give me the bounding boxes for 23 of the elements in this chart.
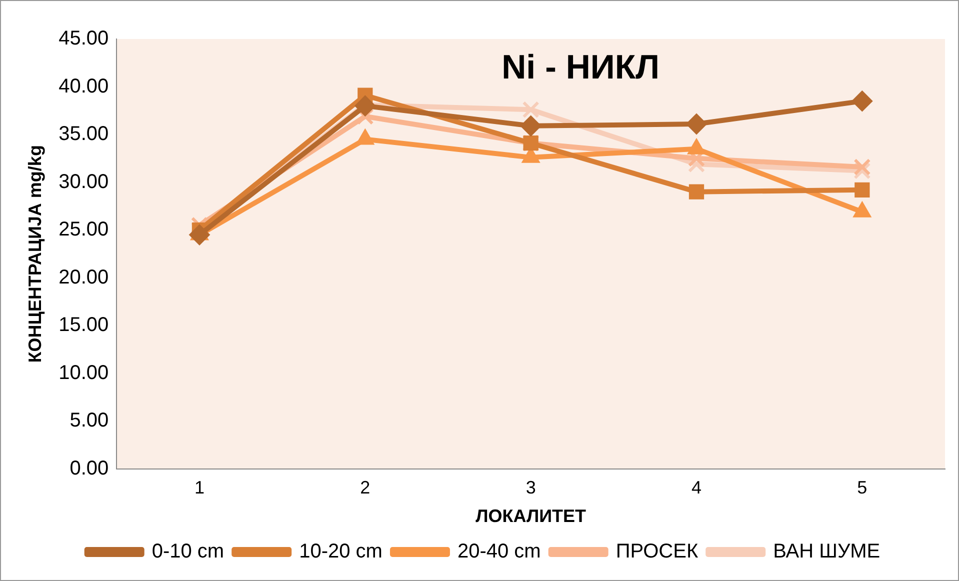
y-tick-label: 20.00: [58, 266, 109, 288]
y-tick-label: 40.00: [58, 75, 109, 98]
y-axis-title: КОНЦЕНТРАЦИЈА mg/kg: [24, 145, 45, 363]
legend-label: 20-40 cm: [457, 540, 541, 563]
y-tick-label: 30.00: [58, 170, 109, 193]
legend-label: 10-20 cm: [299, 540, 382, 563]
x-tick-label: 2: [360, 478, 370, 498]
x-axis-title: ЛОКАЛИТЕТ: [476, 506, 586, 526]
y-tick-label: 10.00: [58, 362, 109, 384]
x-tick-label: 3: [526, 478, 536, 498]
y-tick-label: 45.00: [58, 28, 109, 50]
x-tick-label: 1: [194, 478, 204, 498]
x-tick-label: 5: [857, 478, 868, 498]
legend-label: ПРОСЕК: [616, 540, 698, 563]
y-tick-label: 0.00: [70, 457, 109, 480]
x-tick-label: 4: [691, 478, 702, 498]
legend-label: ВАН ШУМЕ: [773, 540, 880, 563]
y-tick-label: 25.00: [58, 218, 109, 241]
y-tick-label: 5.00: [70, 410, 109, 432]
y-tick-label: 35.00: [58, 123, 109, 146]
y-tick-label: 15.00: [58, 314, 109, 336]
legend-label: 0-10 cm: [152, 540, 224, 563]
chart-title: Ni - НИКЛ: [502, 48, 660, 86]
